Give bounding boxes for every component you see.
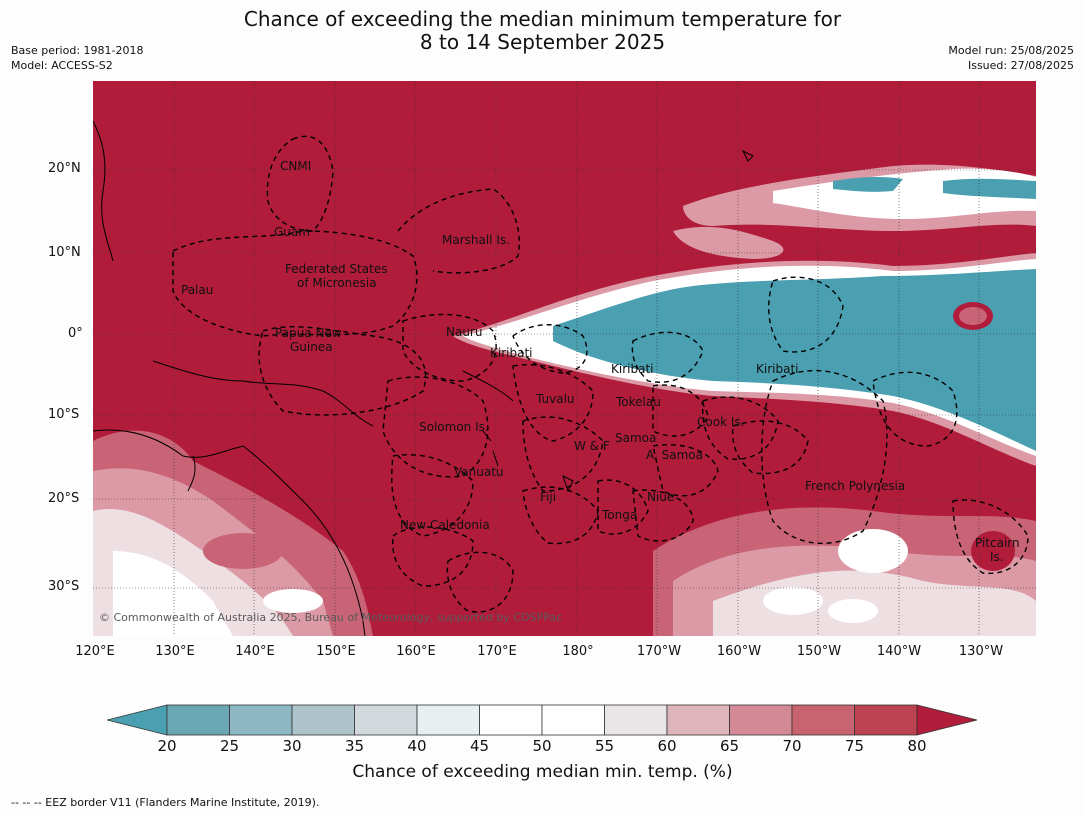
base-period: Base period: 1981-2018 — [11, 44, 144, 57]
lon-tick-120e: 120°E — [75, 644, 115, 659]
colorbar-segment — [666, 704, 730, 736]
colorbar-tick-label: 30 — [282, 737, 302, 755]
copyright: © Commonwealth of Australia 2025, Bureau… — [99, 611, 562, 624]
title-line-1: Chance of exceeding the median minimum t… — [243, 7, 842, 31]
colorbar-tick-label: 75 — [844, 737, 865, 755]
colorbar-segment — [729, 704, 793, 736]
model-name: Model: ACCESS-S2 — [11, 59, 113, 72]
colorbar-extend-low — [107, 704, 168, 736]
lat-tick-0: 0° — [68, 326, 83, 341]
label-tonga: Tonga — [601, 508, 637, 522]
colorbar-segment — [354, 704, 418, 736]
label-vanuatu: Vanuatu — [454, 465, 504, 479]
label-png-1: Papua New — [275, 326, 342, 340]
colorbar-extend-high — [916, 704, 978, 736]
label-cnmi: CNMI — [280, 159, 311, 173]
lat-tick-30s: 30°S — [48, 579, 80, 594]
issued-date: Issued: 27/08/2025 — [967, 59, 1074, 72]
label-marshall: Marshall Is. — [442, 233, 510, 247]
equatorial-cool-band — [453, 253, 1036, 466]
colorbar-segment — [291, 704, 355, 736]
label-samoa: Samoa — [615, 431, 656, 445]
colorbar-tick-label: 60 — [657, 737, 677, 755]
label-kiribati-e: Kiribati — [756, 362, 798, 376]
colorbar-segment — [791, 704, 855, 736]
label-fiji: Fiji — [540, 490, 556, 504]
colorbar-title: Chance of exceeding median min. temp. (%… — [352, 762, 733, 782]
australia-field — [93, 430, 373, 636]
label-nauru: Nauru — [446, 325, 482, 339]
title-line-2: 8 to 14 September 2025 — [419, 30, 666, 54]
colorbar-tick-label: 65 — [719, 737, 740, 755]
south-east-field — [653, 507, 1036, 636]
lon-tick-160w: 160°W — [716, 644, 762, 659]
label-wf: W & F — [574, 439, 610, 453]
lat-tick-20n: 20°N — [48, 161, 81, 176]
label-fsm-2: of Micronesia — [297, 276, 377, 290]
colorbar-tick-label: 25 — [219, 737, 240, 755]
meta-right: Model run: 25/08/2025 Issued: 27/08/2025 — [948, 43, 1074, 73]
coastlines — [93, 120, 754, 636]
colorbar-tick-label: 45 — [469, 737, 490, 755]
lat-tick-10s: 10°S — [48, 407, 80, 422]
lon-tick-130w: 130°W — [958, 644, 1004, 659]
colorbar-segment — [604, 704, 668, 736]
colorbar-tick-label: 20 — [157, 737, 177, 755]
colorbar-segment — [166, 704, 230, 736]
colorbar-segment — [479, 704, 543, 736]
lon-tick-140e: 140°E — [235, 644, 275, 659]
north-east-field — [673, 164, 1036, 259]
colorbar-tick-label: 80 — [907, 737, 927, 755]
lon-tick-170e: 170°E — [477, 644, 517, 659]
colorbar-tick-label: 40 — [407, 737, 427, 755]
colorbar-tick-label: 55 — [594, 737, 615, 755]
label-png-2: Guinea — [290, 340, 333, 354]
colorbar-segment — [416, 704, 480, 736]
lon-tick-130e: 130°E — [155, 644, 195, 659]
label-asamoa: A. Samoa — [646, 448, 703, 462]
colorbar-segment — [229, 704, 293, 736]
lon-tick-170w: 170°W — [636, 644, 682, 659]
colorbar-tick-label: 35 — [344, 737, 365, 755]
label-cook: Cook Is. — [697, 415, 744, 429]
chart-title: Chance of exceeding the median minimum t… — [0, 8, 1085, 54]
colorbar — [107, 704, 978, 736]
lon-tick-160e: 160°E — [396, 644, 436, 659]
label-tuvalu: Tuvalu — [535, 392, 575, 406]
colorbar-tick-label: 70 — [782, 737, 802, 755]
eez-borders — [172, 135, 1029, 613]
label-niue: Niue — [647, 490, 674, 504]
lon-tick-150e: 150°E — [316, 644, 356, 659]
label-solomon: Solomon Is. — [419, 420, 489, 434]
lon-tick-150w: 150°W — [796, 644, 842, 659]
label-newcal: New Caledonia — [400, 518, 490, 532]
graticule — [93, 81, 1036, 636]
colorbar-segment — [541, 704, 605, 736]
map: CNMI Guam Marshall Is. Federated States … — [93, 81, 1036, 636]
colorbar-segment — [854, 704, 918, 736]
label-frenchpoly: French Polynesia — [805, 479, 905, 493]
label-tokelau: Tokelau — [615, 395, 661, 409]
label-palau: Palau — [181, 283, 213, 297]
lat-tick-10n: 10°N — [48, 245, 81, 260]
label-fsm-1: Federated States — [285, 262, 387, 276]
label-pitcairn-2: Is. — [990, 550, 1004, 564]
label-kiribati-w: Kiribati — [490, 346, 532, 360]
lon-tick-180: 180° — [562, 644, 594, 659]
lon-tick-140w: 140°W — [876, 644, 922, 659]
model-run: Model run: 25/08/2025 — [948, 44, 1074, 57]
label-kiribati-c: Kiribati — [611, 362, 653, 376]
colorbar-tick-label: 50 — [532, 737, 552, 755]
lat-tick-20s: 20°S — [48, 491, 80, 506]
label-guam: Guam — [274, 225, 310, 239]
footer-note: -- -- -- EEZ border V11 (Flanders Marine… — [11, 796, 320, 809]
meta-left: Base period: 1981-2018 Model: ACCESS-S2 — [11, 43, 143, 73]
region-labels: CNMI Guam Marshall Is. Federated States … — [181, 159, 1020, 564]
label-pitcairn-1: Pitcairn — [975, 536, 1020, 550]
